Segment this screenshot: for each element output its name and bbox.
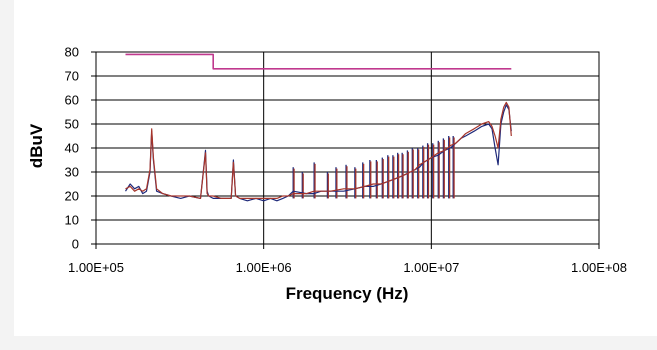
y-tick-label: 80 [65,45,79,60]
grid-layer [95,51,600,245]
y-tick-label: 30 [65,165,79,180]
axis-layer [91,51,600,249]
limit-line [125,53,512,70]
x-tick-labels: 1.00E+05 1.00E+06 1.00E+07 1.00E+08 [68,260,627,275]
x-tick-label: 1.00E+05 [68,260,124,275]
x-tick-label: 1.00E+08 [571,260,627,275]
y-tick-label: 60 [65,93,79,108]
plot-area-border [95,51,600,245]
measured-trace-line [125,101,512,199]
y-tick-label: 40 [65,141,79,156]
series-layer [124,53,512,202]
y-tick-label: 10 [65,213,79,228]
y-tick-label: 70 [65,69,79,84]
left-margin-bar [0,0,14,350]
x-tick-label: 1.00E+06 [236,260,292,275]
y-tick-label: 20 [65,189,79,204]
y-tick-labels: 0 10 20 30 40 50 60 70 80 [65,45,79,252]
y-axis-title: dBuV [27,123,46,168]
x-tick-label: 1.00E+07 [403,260,459,275]
bottom-margin-bar [0,336,657,350]
x-axis-title: Frequency (Hz) [286,284,409,303]
y-tick-label: 0 [72,237,79,252]
y-tick-label: 50 [65,117,79,132]
